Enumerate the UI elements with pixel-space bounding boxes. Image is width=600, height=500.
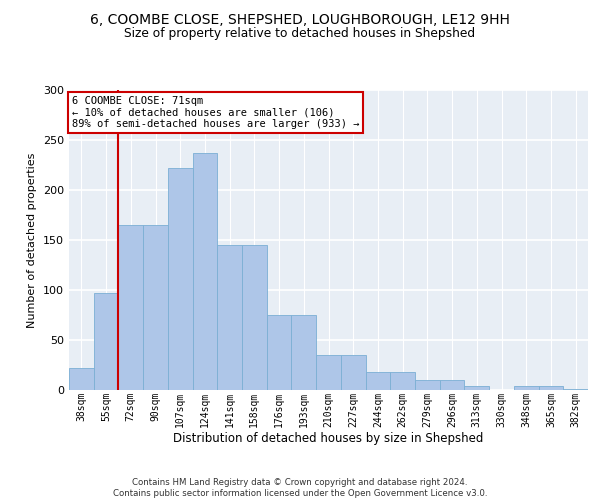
Bar	[365, 372, 390, 390]
Bar	[143, 225, 168, 390]
Bar	[415, 380, 440, 390]
Bar	[341, 355, 365, 390]
Y-axis label: Number of detached properties: Number of detached properties	[28, 152, 37, 328]
Bar	[118, 225, 143, 390]
X-axis label: Distribution of detached houses by size in Shepshed: Distribution of detached houses by size …	[173, 432, 484, 445]
Bar	[539, 386, 563, 390]
Bar	[316, 355, 341, 390]
Bar	[292, 315, 316, 390]
Bar	[267, 315, 292, 390]
Bar	[563, 389, 588, 390]
Text: 6, COOMBE CLOSE, SHEPSHED, LOUGHBOROUGH, LE12 9HH: 6, COOMBE CLOSE, SHEPSHED, LOUGHBOROUGH,…	[90, 12, 510, 26]
Text: Size of property relative to detached houses in Shepshed: Size of property relative to detached ho…	[124, 28, 476, 40]
Bar	[69, 368, 94, 390]
Bar	[94, 293, 118, 390]
Bar	[440, 380, 464, 390]
Bar	[217, 245, 242, 390]
Bar	[514, 386, 539, 390]
Bar	[242, 245, 267, 390]
Bar	[390, 372, 415, 390]
Bar	[464, 386, 489, 390]
Bar	[193, 153, 217, 390]
Text: 6 COOMBE CLOSE: 71sqm
← 10% of detached houses are smaller (106)
89% of semi-det: 6 COOMBE CLOSE: 71sqm ← 10% of detached …	[71, 96, 359, 129]
Text: Contains HM Land Registry data © Crown copyright and database right 2024.
Contai: Contains HM Land Registry data © Crown c…	[113, 478, 487, 498]
Bar	[168, 168, 193, 390]
